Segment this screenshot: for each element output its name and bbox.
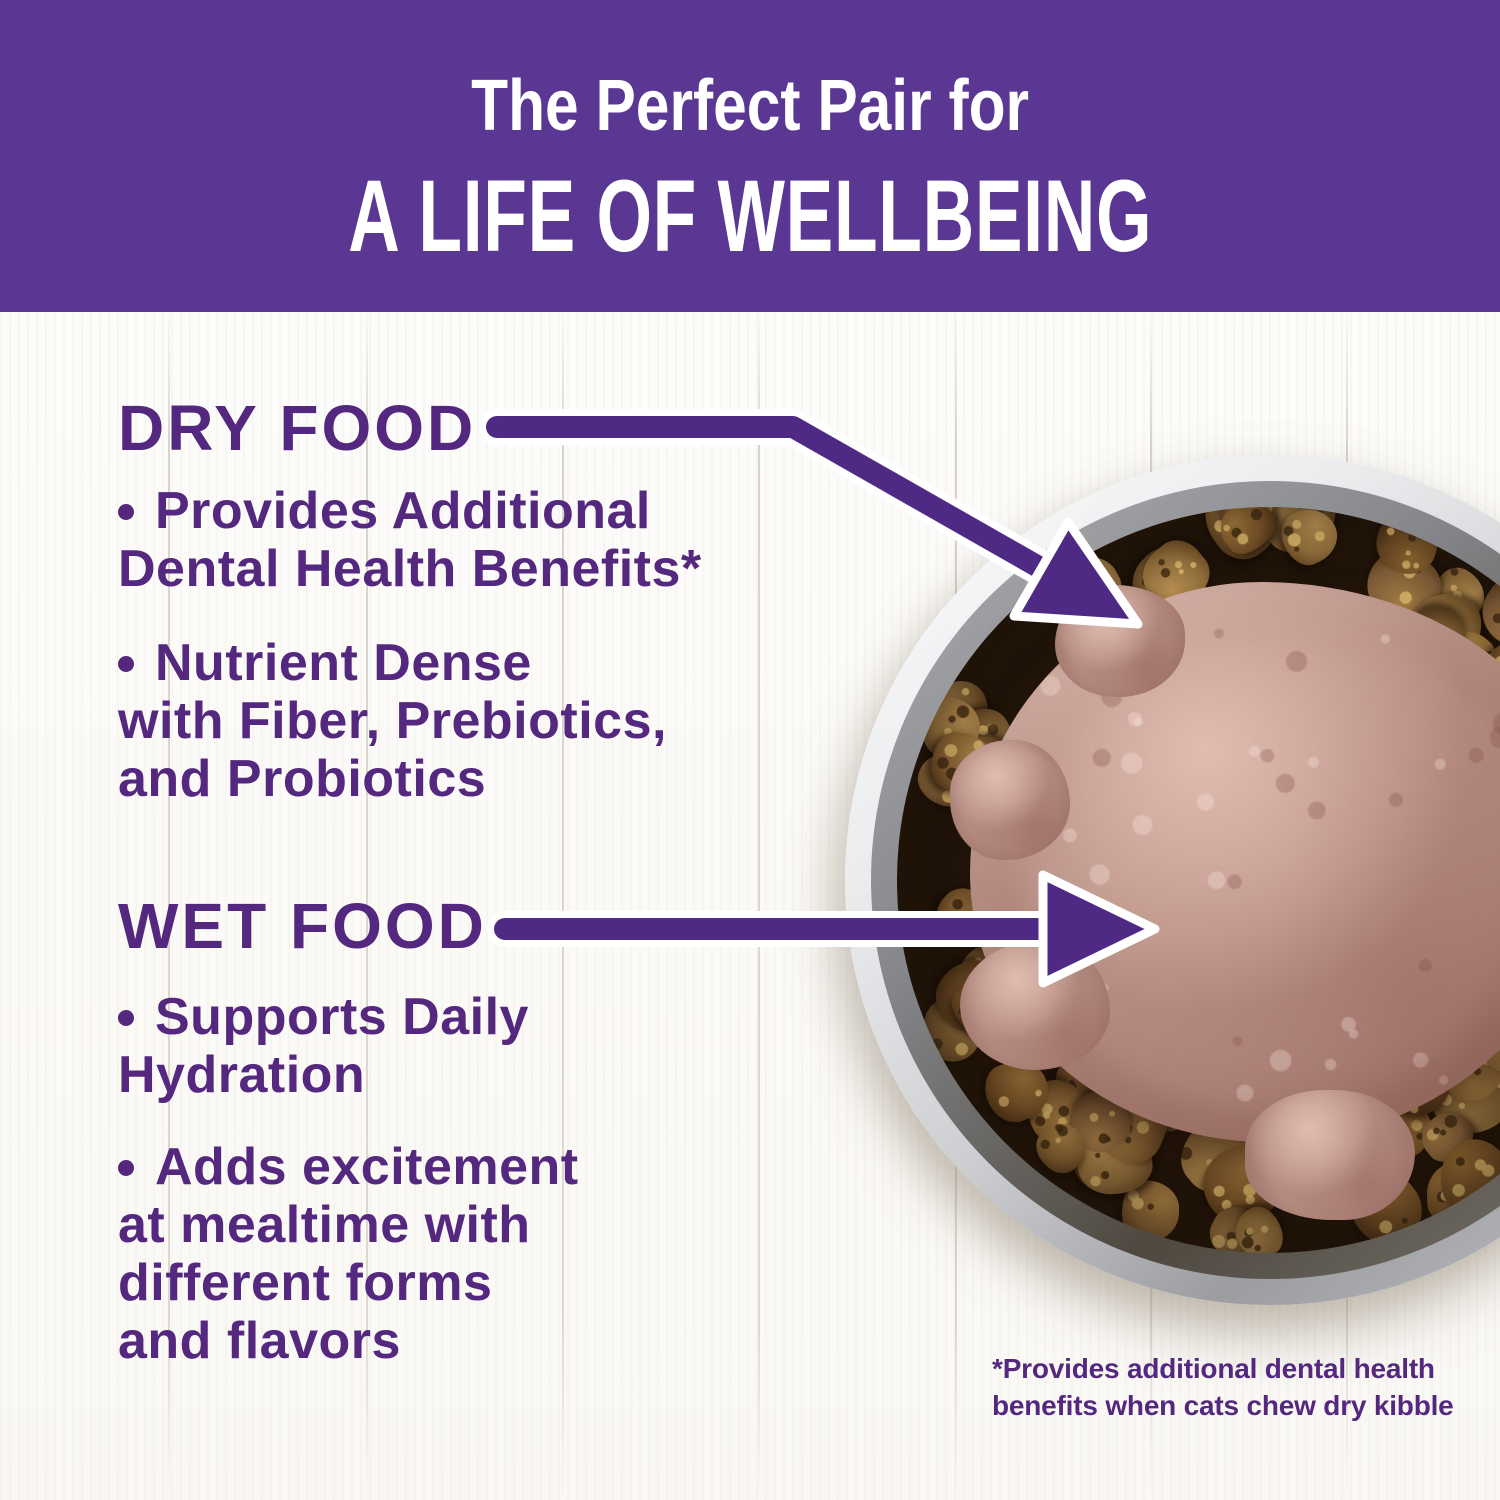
bullet-line: different forms bbox=[118, 1254, 493, 1312]
plank-seam bbox=[758, 300, 760, 1500]
bullet-line: Adds excitement bbox=[118, 1138, 579, 1196]
bullet-text: Supports Daily bbox=[155, 988, 529, 1046]
footnote: *Provides additional dental health benef… bbox=[992, 1350, 1454, 1424]
bullet-text: Adds excitement bbox=[155, 1138, 579, 1196]
plank-seam bbox=[562, 300, 564, 1500]
banner-line1: The Perfect Pair for bbox=[471, 66, 1029, 146]
bullet-line: and flavors bbox=[118, 1312, 401, 1370]
bullet-line: and Probiotics bbox=[118, 750, 487, 808]
bullet-line: at mealtime with bbox=[118, 1196, 531, 1254]
wet-food-heading: WET FOOD bbox=[118, 890, 487, 962]
wet-food-arrow bbox=[487, 870, 1160, 988]
header-banner: The Perfect Pair for A LIFE OF WELLBEING bbox=[0, 0, 1500, 312]
bullet-text: Provides Additional bbox=[155, 482, 651, 540]
footnote-line: benefits when cats chew dry kibble bbox=[992, 1390, 1454, 1421]
dry-food-bullet-1: Provides Additional Dental Health Benefi… bbox=[118, 482, 702, 598]
wet-food-pate-bump bbox=[950, 740, 1070, 860]
bullet-dot-icon bbox=[118, 504, 134, 520]
bullet-line: Nutrient Dense bbox=[118, 634, 667, 692]
dry-food-bullet-2: Nutrient Dense with Fiber, Prebiotics, a… bbox=[118, 634, 667, 808]
bullet-dot-icon bbox=[118, 1160, 134, 1176]
wet-food-pate-bump bbox=[1245, 1090, 1415, 1220]
stainless-bowl bbox=[845, 455, 1500, 1305]
dry-kibble bbox=[897, 507, 1500, 1253]
wet-food-bullet-1: Supports Daily Hydration bbox=[118, 988, 529, 1104]
bullet-line: Dental Health Benefits* bbox=[118, 540, 702, 598]
bullet-line: Provides Additional bbox=[118, 482, 702, 540]
bullet-line: with Fiber, Prebiotics, bbox=[118, 692, 667, 750]
banner-line2: A LIFE OF WELLBEING bbox=[348, 159, 1152, 273]
bullet-text: Nutrient Dense bbox=[155, 634, 532, 692]
plank-seam bbox=[168, 300, 170, 1500]
bullet-dot-icon bbox=[118, 1010, 134, 1026]
dry-food-heading: DRY FOOD bbox=[118, 392, 477, 464]
bullet-line: Supports Daily bbox=[118, 988, 529, 1046]
footnote-line: *Provides additional dental health bbox=[992, 1353, 1435, 1384]
bullet-dot-icon bbox=[118, 656, 134, 672]
plank-seam bbox=[366, 300, 368, 1500]
bullet-line: Hydration bbox=[118, 1046, 366, 1104]
wet-food-bullet-2: Adds excitement at mealtime with differe… bbox=[118, 1138, 579, 1370]
dry-food-arrow bbox=[479, 409, 1143, 629]
